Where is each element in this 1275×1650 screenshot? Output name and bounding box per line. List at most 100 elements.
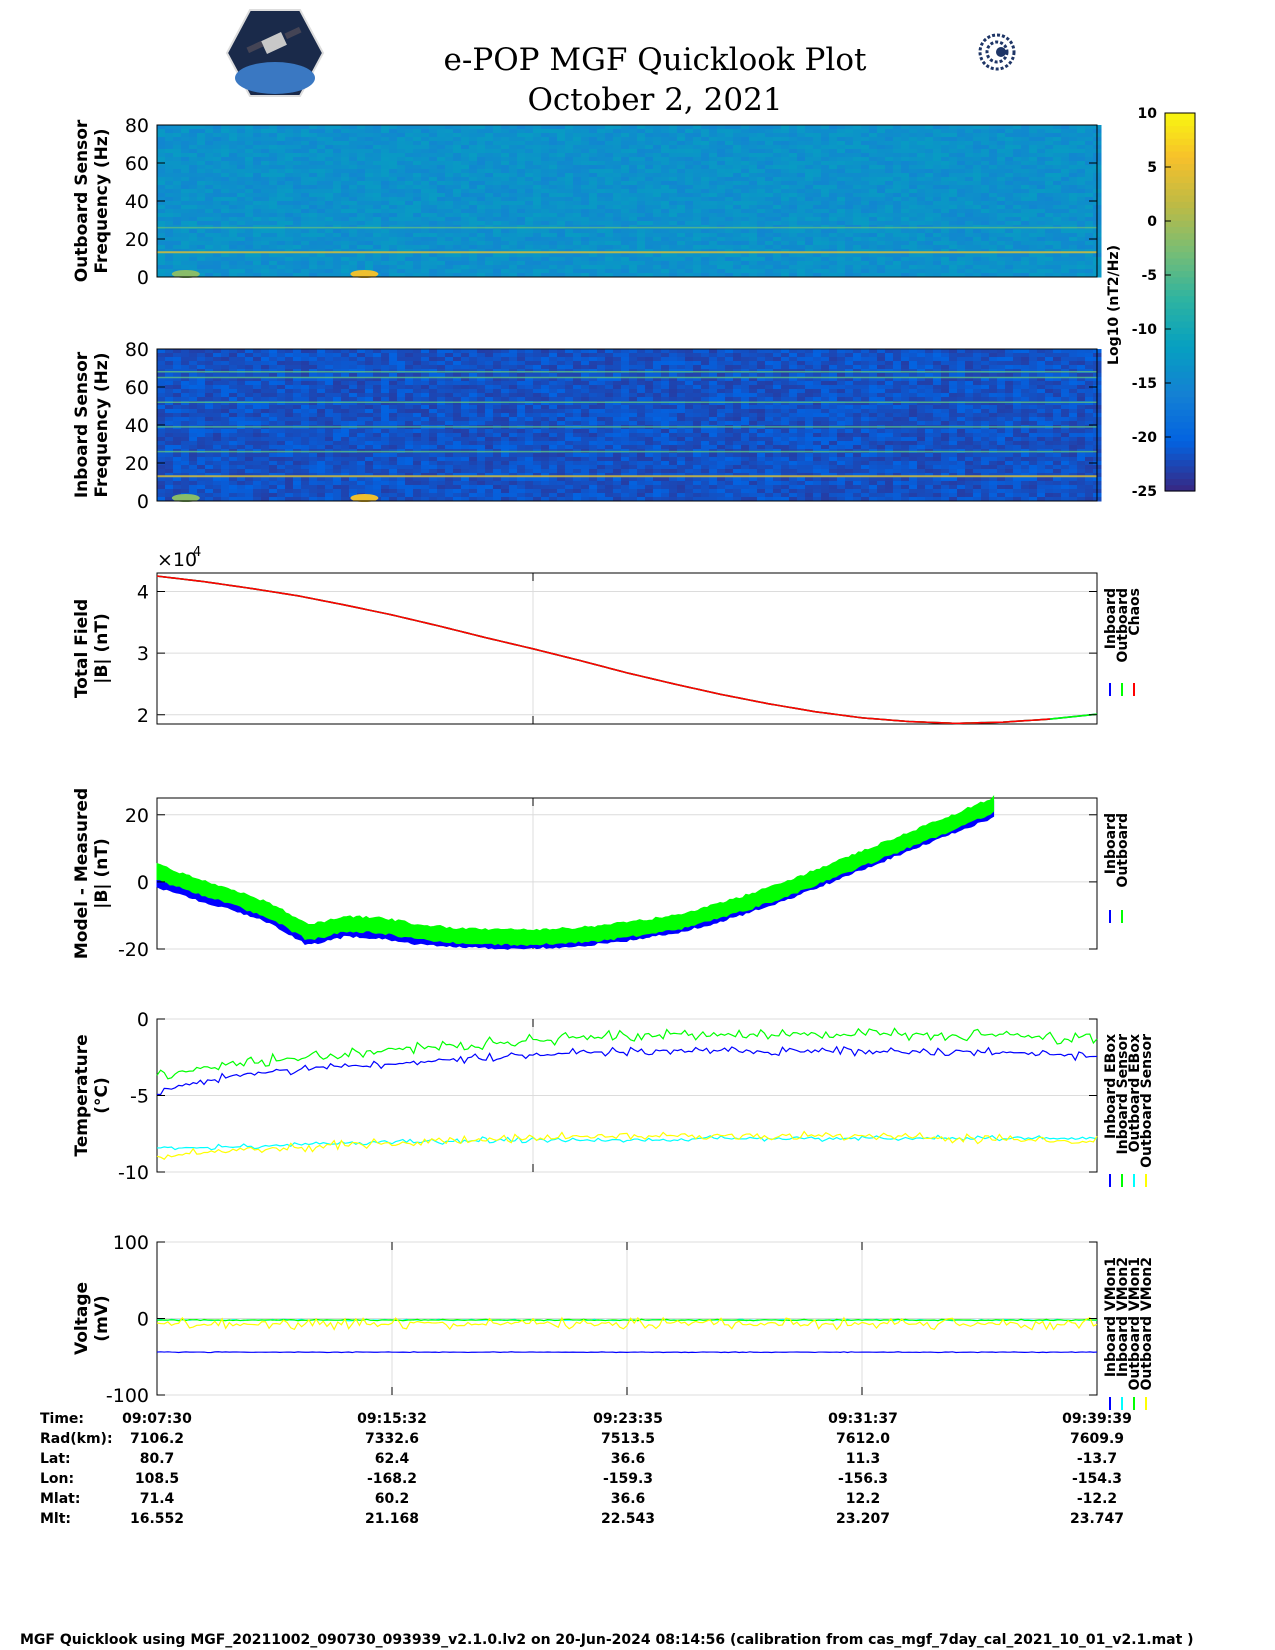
spectrogram-cell <box>509 165 518 170</box>
spectrogram-cell <box>301 229 310 234</box>
spectrogram-cell <box>589 269 598 274</box>
spectrogram-cell <box>581 137 590 142</box>
spectrogram-cell <box>525 229 534 234</box>
spectrogram-cell <box>549 173 558 178</box>
spectrogram-cell <box>757 273 766 278</box>
spectrogram-cell <box>701 265 710 270</box>
spectrogram-cell <box>709 141 718 146</box>
spectrogram-cell <box>213 189 222 194</box>
spectrogram-cell <box>981 257 990 262</box>
spectrogram-cell <box>773 249 782 254</box>
spectrogram-cell <box>837 249 846 254</box>
spectrogram-cell <box>197 385 206 390</box>
spectrogram-cell <box>301 237 310 242</box>
spectrogram-cell <box>253 453 262 458</box>
spectrogram-cell <box>1085 129 1094 134</box>
spectrogram-cell <box>701 249 710 254</box>
spectrogram-cell <box>917 265 926 270</box>
spectrogram-cell <box>781 209 790 214</box>
spectrogram-cell <box>437 177 446 182</box>
spectrogram-cell <box>373 185 382 190</box>
spectrogram-cell <box>597 185 606 190</box>
spectrogram-cell <box>493 133 502 138</box>
spectrogram-cell <box>453 257 462 262</box>
spectrogram-cell <box>213 137 222 142</box>
spectrogram-cell <box>693 137 702 142</box>
spectrogram-cell <box>845 257 854 262</box>
spectrogram-cell <box>429 257 438 262</box>
spectrogram-cell <box>789 265 798 270</box>
spectrogram-cell <box>285 233 294 238</box>
spectrogram-cell <box>357 201 366 206</box>
spectrogram-cell <box>589 161 598 166</box>
spectrogram-cell <box>165 417 174 422</box>
spectrogram-cell <box>845 153 854 158</box>
spectrogram-cell <box>1069 245 1078 250</box>
spectrogram-cell <box>525 169 534 174</box>
spectrogram-cell <box>685 153 694 158</box>
spectrogram-cell <box>253 429 262 434</box>
spectrogram-cell <box>557 169 566 174</box>
spectrogram-cell <box>221 361 230 366</box>
spectrogram-cell <box>245 177 254 182</box>
spectrogram-cell <box>877 141 886 146</box>
spectrogram-cell <box>717 145 726 150</box>
spectrogram-cell <box>885 181 894 186</box>
spectrogram-cell <box>725 133 734 138</box>
spectrogram-cell <box>397 145 406 150</box>
spectrogram-cell <box>989 125 998 130</box>
spectrogram-cell <box>933 209 942 214</box>
spectrogram-cell <box>589 273 598 278</box>
spectrogram-cell <box>157 209 166 214</box>
spectrogram-cell <box>453 129 462 134</box>
spectrogram-cell <box>437 129 446 134</box>
spectrogram-cell <box>933 229 942 234</box>
spectrogram-cell <box>733 261 742 266</box>
spectrogram-cell <box>997 209 1006 214</box>
spectrogram-cell <box>981 213 990 218</box>
spectrogram-cell <box>805 229 814 234</box>
spectrogram-cell <box>1069 197 1078 202</box>
spectrogram-cell <box>277 205 286 210</box>
spectrogram-cell <box>669 173 678 178</box>
spectrogram-cell <box>245 261 254 266</box>
spectrogram-cell <box>381 165 390 170</box>
spectrogram-cell <box>581 205 590 210</box>
spectrogram-cell <box>373 201 382 206</box>
spectrogram-cell <box>693 209 702 214</box>
spectrogram-cell <box>221 385 230 390</box>
spectrogram-cell <box>845 221 854 226</box>
spectrogram-cell <box>893 161 902 166</box>
spectrogram-cell <box>861 197 870 202</box>
spectrogram-cell <box>469 217 478 222</box>
spectrogram-cell <box>941 161 950 166</box>
spectrogram-cell <box>429 237 438 242</box>
spectrogram-cell <box>221 489 230 494</box>
spectrogram-cell <box>781 133 790 138</box>
spectrogram-cell <box>925 245 934 250</box>
spectrogram-cell <box>757 165 766 170</box>
spectrogram-cell <box>373 237 382 242</box>
spectrogram-cell <box>685 133 694 138</box>
spectrogram-cell <box>285 185 294 190</box>
spectrogram-cell <box>309 209 318 214</box>
spectrogram-cell <box>477 153 486 158</box>
spectrogram-cell <box>261 265 270 270</box>
spectrogram-cell <box>205 161 214 166</box>
spectrogram-cell <box>1069 261 1078 266</box>
spectrogram-cell <box>373 161 382 166</box>
spectrogram-cell <box>853 213 862 218</box>
spectrogram-cell <box>1085 253 1094 258</box>
spectrogram-cell <box>309 269 318 274</box>
spectrogram-cell <box>949 201 958 206</box>
spectrogram-cell <box>981 245 990 250</box>
spectrogram-cell <box>365 145 374 150</box>
spectrogram-cell <box>237 389 246 394</box>
spectrogram-cell <box>893 209 902 214</box>
spectrogram-cell <box>693 257 702 262</box>
spectrogram-cell <box>189 241 198 246</box>
spectrogram-cell <box>413 189 422 194</box>
spectrogram-cell <box>205 373 214 378</box>
spectrogram-cell <box>437 201 446 206</box>
spectrogram-cell <box>909 209 918 214</box>
